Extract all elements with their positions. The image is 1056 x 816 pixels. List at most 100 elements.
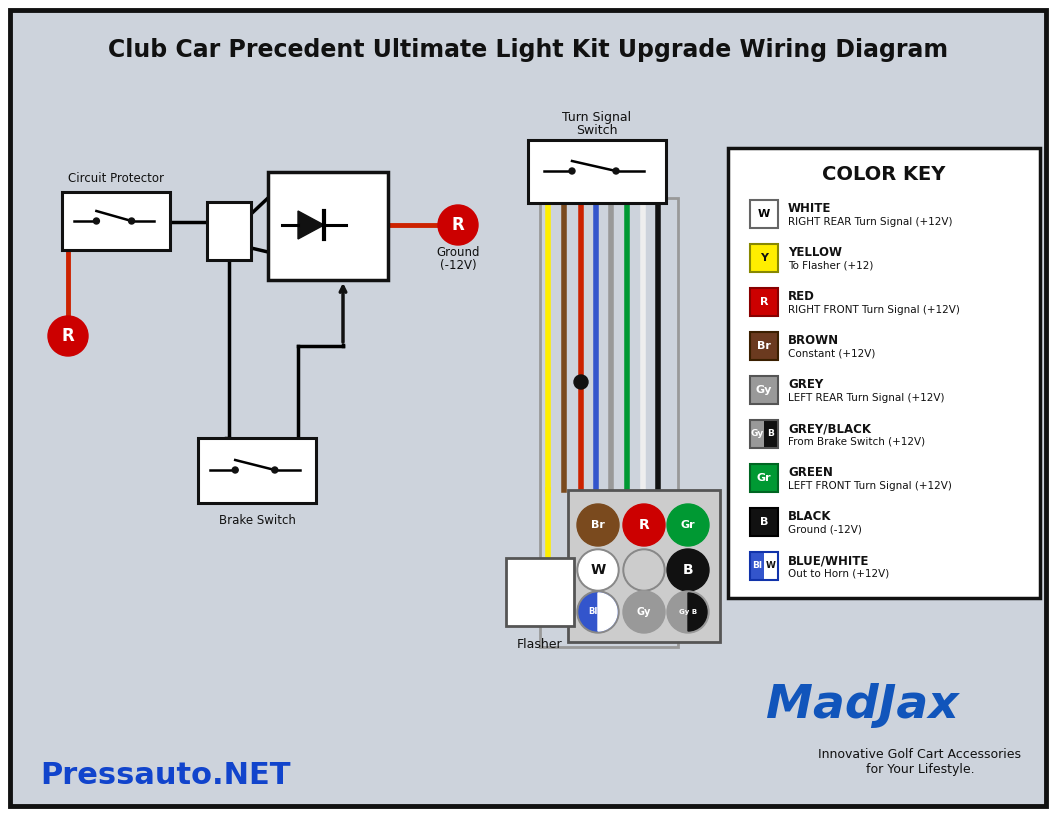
Text: Innovative Golf Cart Accessories
for Your Lifestyle.: Innovative Golf Cart Accessories for You… <box>818 748 1021 776</box>
Text: To Flasher (+12): To Flasher (+12) <box>788 261 873 271</box>
Text: Circuit Protector: Circuit Protector <box>68 171 164 184</box>
Text: COLOR KEY: COLOR KEY <box>823 165 946 184</box>
Text: LEFT REAR Turn Signal (+12V): LEFT REAR Turn Signal (+12V) <box>788 393 944 403</box>
Circle shape <box>670 506 708 544</box>
Circle shape <box>579 593 617 631</box>
Text: Out to Horn (+12V): Out to Horn (+12V) <box>788 569 889 579</box>
Bar <box>750 288 778 316</box>
Text: RIGHT REAR Turn Signal (+12V): RIGHT REAR Turn Signal (+12V) <box>788 217 953 227</box>
Bar <box>750 552 763 580</box>
Text: W: W <box>758 209 770 219</box>
Text: BlW: BlW <box>588 607 607 617</box>
Circle shape <box>569 168 576 174</box>
Circle shape <box>670 551 708 589</box>
Text: Gr: Gr <box>757 473 771 483</box>
Circle shape <box>129 218 134 224</box>
Circle shape <box>625 506 663 544</box>
Wedge shape <box>689 593 708 631</box>
Text: Brake Switch: Brake Switch <box>219 515 296 527</box>
Circle shape <box>667 549 709 591</box>
Bar <box>506 558 574 626</box>
Text: R: R <box>452 216 465 234</box>
Text: R: R <box>61 327 74 345</box>
Text: BLACK: BLACK <box>788 511 831 524</box>
Bar <box>750 508 778 536</box>
Polygon shape <box>298 211 324 239</box>
Text: Gy: Gy <box>751 429 763 438</box>
Bar <box>62 192 170 250</box>
Circle shape <box>579 506 617 544</box>
Text: WHITE: WHITE <box>788 202 831 215</box>
Bar <box>750 200 778 228</box>
Bar <box>268 172 388 280</box>
Text: Ground (-12V): Ground (-12V) <box>788 525 862 535</box>
Text: Gy: Gy <box>756 385 772 395</box>
Bar <box>750 420 763 448</box>
Circle shape <box>625 551 663 589</box>
Text: Flasher: Flasher <box>517 637 563 650</box>
Text: BLUE/WHITE: BLUE/WHITE <box>788 555 869 567</box>
Bar <box>750 332 778 360</box>
Text: B: B <box>682 563 694 577</box>
Wedge shape <box>598 593 617 631</box>
Text: Br: Br <box>757 341 771 351</box>
Bar <box>528 140 666 203</box>
Bar <box>763 552 778 580</box>
Text: B: B <box>768 429 774 438</box>
Circle shape <box>667 591 709 633</box>
Bar <box>199 438 316 503</box>
Text: Gy B: Gy B <box>679 609 697 615</box>
Text: W: W <box>590 563 606 577</box>
Text: YELLOW: YELLOW <box>788 246 842 259</box>
Text: BROWN: BROWN <box>788 335 840 348</box>
Text: MadJax: MadJax <box>766 684 959 729</box>
Text: From Brake Switch (+12V): From Brake Switch (+12V) <box>788 437 925 447</box>
Circle shape <box>48 316 88 356</box>
Circle shape <box>577 504 619 546</box>
Text: GREEN: GREEN <box>788 467 833 480</box>
Text: GREY/BLACK: GREY/BLACK <box>788 423 871 436</box>
Bar <box>763 420 778 448</box>
Text: Club Car Precedent Ultimate Light Kit Upgrade Wiring Diagram: Club Car Precedent Ultimate Light Kit Up… <box>108 38 948 62</box>
Bar <box>728 148 1040 598</box>
Text: Br: Br <box>591 520 605 530</box>
Text: RIGHT FRONT Turn Signal (+12V): RIGHT FRONT Turn Signal (+12V) <box>788 305 960 315</box>
Circle shape <box>625 593 663 631</box>
Circle shape <box>232 467 239 473</box>
Text: B: B <box>760 517 768 527</box>
Bar <box>207 202 251 260</box>
Text: Bl: Bl <box>752 561 762 570</box>
Circle shape <box>577 549 619 591</box>
Text: LEFT FRONT Turn Signal (+12V): LEFT FRONT Turn Signal (+12V) <box>788 481 951 491</box>
Text: W: W <box>766 561 776 570</box>
Text: Gy: Gy <box>637 607 652 617</box>
Circle shape <box>271 467 278 473</box>
Bar <box>540 198 678 647</box>
Circle shape <box>93 218 99 224</box>
Circle shape <box>670 593 708 631</box>
Bar <box>750 420 778 448</box>
Bar <box>750 464 778 492</box>
Text: Y: Y <box>760 253 768 263</box>
Text: Constant (+12V): Constant (+12V) <box>788 349 875 359</box>
Circle shape <box>574 375 588 389</box>
Bar <box>568 490 720 642</box>
Bar <box>750 244 778 272</box>
Text: RED: RED <box>788 290 815 304</box>
Bar <box>750 376 778 404</box>
Text: R: R <box>639 518 649 532</box>
Circle shape <box>623 549 665 591</box>
Text: Switch: Switch <box>577 123 618 136</box>
Circle shape <box>577 591 619 633</box>
Text: Pressauto.NET: Pressauto.NET <box>40 761 290 791</box>
Circle shape <box>623 504 665 546</box>
Text: Gr: Gr <box>681 520 695 530</box>
Text: GREY: GREY <box>788 379 824 392</box>
Circle shape <box>438 205 478 245</box>
Circle shape <box>612 168 619 174</box>
Text: Ground: Ground <box>436 246 479 259</box>
Text: Turn Signal: Turn Signal <box>563 112 631 125</box>
Circle shape <box>667 504 709 546</box>
Circle shape <box>623 591 665 633</box>
Bar <box>750 552 778 580</box>
